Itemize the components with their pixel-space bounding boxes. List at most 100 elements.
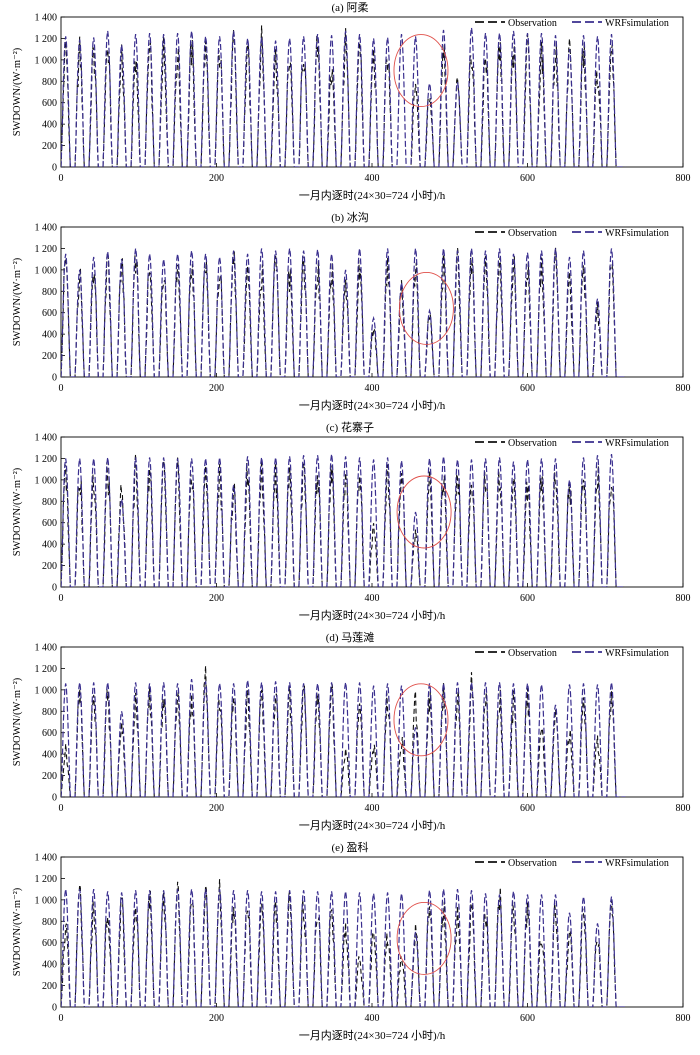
y-tick-label: 800: [42, 917, 57, 928]
y-tick-label: 0: [52, 1003, 57, 1014]
x-tick-label: 400: [365, 173, 380, 184]
y-tick-label: 1 200: [35, 664, 58, 675]
series-line-observation: [61, 454, 626, 587]
x-axis-label: 一月内逐时(24×30=724 小时)/h: [299, 1028, 446, 1042]
legend: Observation WRFsimulation: [475, 228, 669, 239]
x-tick-label: 800: [676, 803, 691, 814]
highlight-ellipse: [398, 271, 454, 345]
legend-label-observation: Observation: [508, 228, 557, 239]
y-axis-label: SWDOWN/(W·m⁻²): [12, 257, 23, 346]
y-tick-label: 1 400: [35, 13, 58, 24]
y-tick-label: 0: [52, 163, 57, 174]
panel-title: (e) 盈科: [332, 840, 369, 854]
legend-label-simulation: WRFsimulation: [605, 18, 669, 29]
legend-label-simulation: WRFsimulation: [605, 228, 669, 239]
y-tick-label: 800: [42, 287, 57, 298]
x-tick-label: 200: [209, 173, 224, 184]
x-tick-label: 0: [59, 593, 64, 604]
y-tick-label: 400: [42, 540, 57, 551]
x-tick-label: 800: [676, 383, 691, 394]
legend-label-simulation: WRFsimulation: [605, 858, 669, 869]
y-tick-label: 800: [42, 707, 57, 718]
x-tick-label: 400: [365, 1013, 380, 1024]
legend-label-simulation: WRFsimulation: [605, 438, 669, 449]
x-tick-label: 0: [59, 383, 64, 394]
x-tick-label: 200: [209, 803, 224, 814]
x-tick-label: 800: [676, 1013, 691, 1024]
x-axis-label: 一月内逐时(24×30=724 小时)/h: [299, 188, 446, 202]
x-tick-label: 400: [365, 593, 380, 604]
legend-label-observation: Observation: [508, 18, 557, 29]
panel-title: (d) 马莲滩: [326, 630, 375, 644]
highlight-ellipse: [393, 34, 449, 108]
series-line-simulation: [61, 27, 626, 167]
legend: Observation WRFsimulation: [475, 438, 669, 449]
y-tick-label: 1 000: [35, 475, 58, 486]
plot-frame: [60, 646, 684, 798]
x-tick-label: 0: [59, 803, 64, 814]
y-tick-label: 1 000: [35, 265, 58, 276]
x-axis-label: 一月内逐时(24×30=724 小时)/h: [299, 608, 446, 622]
y-axis-label: SWDOWN/(W·m⁻²): [12, 47, 23, 136]
x-tick-label: 200: [209, 1013, 224, 1024]
y-axis-label: SWDOWN/(W·m⁻²): [12, 467, 23, 556]
y-tick-label: 0: [52, 793, 57, 804]
y-tick-label: 200: [42, 351, 57, 362]
x-tick-label: 200: [209, 593, 224, 604]
y-tick-label: 800: [42, 77, 57, 88]
legend-label-simulation: WRFsimulation: [605, 648, 669, 659]
y-tick-label: 400: [42, 960, 57, 971]
x-tick-label: 600: [520, 593, 535, 604]
y-tick-label: 600: [42, 518, 57, 529]
y-tick-label: 1 200: [35, 34, 58, 45]
x-axis-label: 一月内逐时(24×30=724 小时)/h: [299, 398, 446, 412]
x-tick-label: 0: [59, 1013, 64, 1024]
y-tick-label: 600: [42, 728, 57, 739]
y-tick-label: 600: [42, 98, 57, 109]
chart-panel-2: (b) 冰沟 0 200 400 600 800 1 000 1 200 1 400 0 200 40…: [12, 211, 691, 412]
y-tick-label: 400: [42, 120, 57, 131]
y-tick-label: 1 400: [35, 853, 58, 864]
highlight-ellipse: [396, 475, 452, 549]
y-tick-label: 1 000: [35, 895, 58, 906]
y-tick-label: 600: [42, 308, 57, 319]
y-tick-label: 400: [42, 330, 57, 341]
x-axis-label: 一月内逐时(24×30=724 小时)/h: [299, 818, 446, 832]
y-tick-label: 0: [52, 373, 57, 384]
plot-frame: [60, 226, 684, 378]
x-tick-label: 400: [365, 803, 380, 814]
chart-panel-3: (c) 花寨子 0 200 400 600 800 1 000 1 200 1 400 0 200 4…: [12, 420, 691, 622]
y-tick-label: 1 000: [35, 685, 58, 696]
legend: Observation WRFsimulation: [475, 858, 669, 869]
y-axis-label: SWDOWN/(W·m⁻²): [12, 887, 23, 976]
x-tick-label: 800: [676, 593, 691, 604]
series-line-simulation: [61, 679, 626, 797]
x-tick-label: 600: [520, 1013, 535, 1024]
y-tick-label: 400: [42, 750, 57, 761]
y-tick-label: 1 000: [35, 55, 58, 66]
chart-panel-4: (d) 马莲滩 0 200 400 600 800 1 000 1 200 1 400 0 200 4…: [12, 630, 691, 832]
x-tick-label: 600: [520, 803, 535, 814]
chart-panel-5: (e) 盈科 0 200 400 600 800 1 000 1 200 1 400 0 200 40…: [12, 840, 691, 1042]
y-tick-label: 600: [42, 938, 57, 949]
series-line-simulation: [61, 889, 626, 1007]
series-line-simulation: [61, 454, 626, 587]
legend: Observation WRFsimulation: [475, 18, 669, 29]
chart-panel-1: (a) 阿柔 0 200 400 600 800 1 000 1 200 1 400 0 200 40…: [12, 1, 691, 202]
x-tick-label: 400: [365, 383, 380, 394]
highlight-ellipse: [396, 901, 452, 975]
panel-title: (c) 花寨子: [326, 420, 374, 434]
legend: Observation WRFsimulation: [475, 648, 669, 659]
legend-label-observation: Observation: [508, 648, 557, 659]
y-tick-label: 1 400: [35, 643, 58, 654]
legend-label-observation: Observation: [508, 438, 557, 449]
x-tick-label: 600: [520, 383, 535, 394]
x-tick-label: 800: [676, 173, 691, 184]
x-tick-label: 600: [520, 173, 535, 184]
y-tick-label: 200: [42, 141, 57, 152]
plot-frame: [60, 856, 684, 1008]
y-tick-label: 800: [42, 497, 57, 508]
plot-frame: [60, 16, 684, 168]
